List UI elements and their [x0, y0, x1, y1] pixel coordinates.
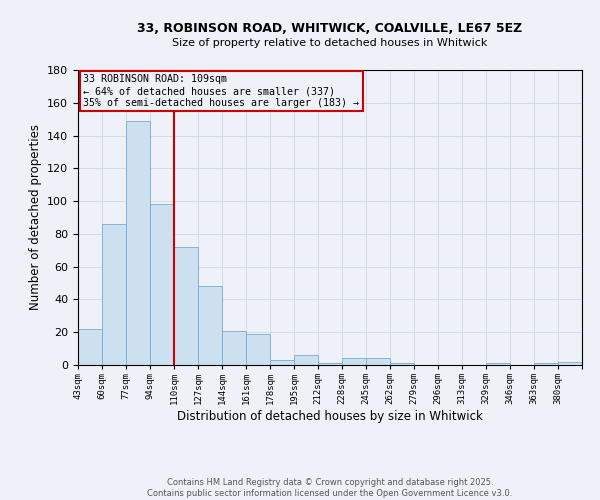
X-axis label: Distribution of detached houses by size in Whitwick: Distribution of detached houses by size … — [177, 410, 483, 423]
Bar — [318, 364, 342, 365]
Bar — [126, 121, 150, 365]
Text: 33, ROBINSON ROAD, WHITWICK, COALVILLE, LE67 5EZ: 33, ROBINSON ROAD, WHITWICK, COALVILLE, … — [137, 22, 523, 36]
Bar — [294, 355, 318, 365]
Bar — [486, 364, 510, 365]
Bar — [78, 329, 102, 365]
Y-axis label: Number of detached properties: Number of detached properties — [29, 124, 41, 310]
Bar — [366, 358, 390, 365]
Bar — [102, 224, 126, 365]
Bar — [150, 204, 174, 365]
Bar — [174, 247, 198, 365]
Text: 33 ROBINSON ROAD: 109sqm
← 64% of detached houses are smaller (337)
35% of semi-: 33 ROBINSON ROAD: 109sqm ← 64% of detach… — [83, 74, 359, 108]
Bar — [270, 360, 294, 365]
Bar — [198, 286, 222, 365]
Bar — [222, 330, 246, 365]
Bar — [534, 364, 558, 365]
Text: Contains HM Land Registry data © Crown copyright and database right 2025.
Contai: Contains HM Land Registry data © Crown c… — [148, 478, 512, 498]
Bar — [342, 358, 366, 365]
Bar — [558, 362, 582, 365]
Bar — [390, 364, 414, 365]
Text: Size of property relative to detached houses in Whitwick: Size of property relative to detached ho… — [172, 38, 488, 48]
Bar — [246, 334, 270, 365]
